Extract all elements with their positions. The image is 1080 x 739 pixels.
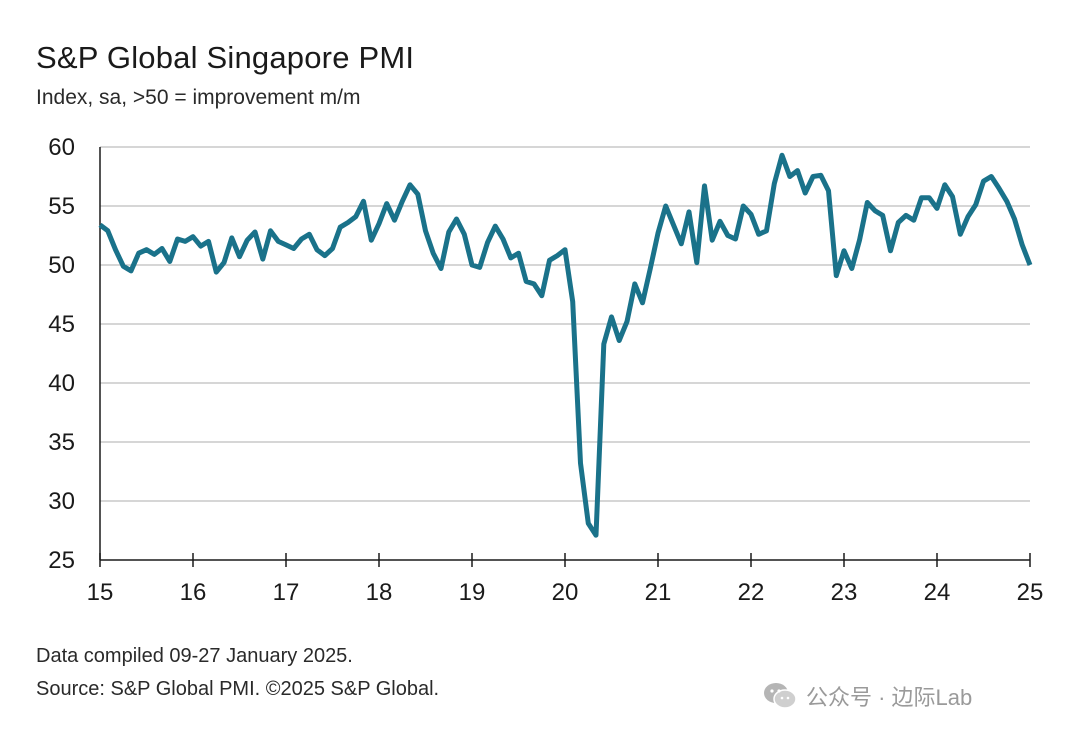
x-tick-label: 25 <box>1017 579 1044 606</box>
chart-subtitle: Index, sa, >50 = improvement m/m <box>36 86 361 109</box>
series-line-0 <box>98 152 1033 538</box>
y-tick-label: 40 <box>48 370 75 397</box>
x-tick-label: 15 <box>87 579 114 606</box>
y-tick-label: 60 <box>48 134 75 161</box>
x-tick-label: 23 <box>831 579 858 606</box>
data-compiled-note: Data compiled 09-27 January 2025. <box>36 645 353 667</box>
y-tick-label: 45 <box>48 311 75 338</box>
y-tick-label: 25 <box>48 547 75 574</box>
grid-lines <box>100 146 1030 502</box>
x-tick-label: 17 <box>273 579 300 606</box>
x-tick-label: 22 <box>738 579 765 606</box>
watermark: 公众号 · 边际Lab <box>762 680 972 712</box>
x-axis-ticks: 15 16 17 18 19 20 21 22 23 24 25 <box>87 579 1044 606</box>
x-tick-label: 21 <box>645 579 672 606</box>
x-tick-label: 16 <box>180 579 207 606</box>
y-tick-label: 50 <box>48 252 75 279</box>
x-tick-label: 24 <box>924 579 951 606</box>
y-tick-label: 35 <box>48 429 75 456</box>
series-layer <box>98 152 1033 538</box>
chart-title: S&P Global Singapore PMI <box>36 40 415 75</box>
x-tick-label: 18 <box>366 579 393 606</box>
y-axis-ticks: 25 30 35 40 45 50 55 60 <box>48 134 75 574</box>
x-tick-label: 20 <box>552 579 579 606</box>
wechat-icon <box>764 683 797 709</box>
y-tick-label: 30 <box>48 488 75 515</box>
y-tick-label: 55 <box>48 193 75 220</box>
axes <box>99 147 1031 567</box>
x-tick-label: 19 <box>459 579 486 606</box>
source-note: Source: S&P Global PMI. ©2025 S&P Global… <box>36 678 440 700</box>
watermark-text: 公众号 · 边际Lab <box>806 685 973 710</box>
